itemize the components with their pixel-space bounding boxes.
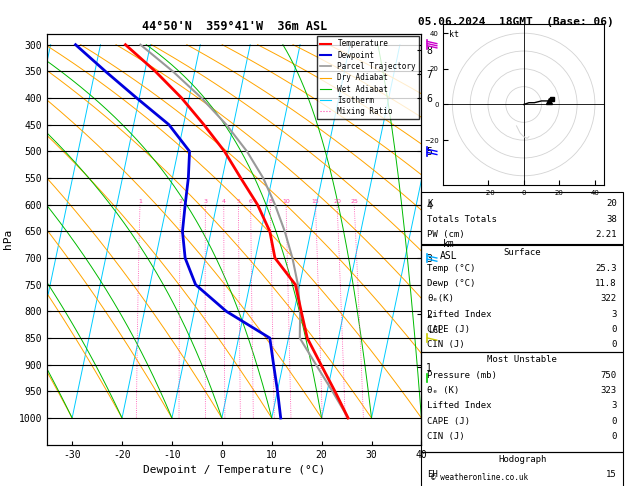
Text: 2: 2	[179, 199, 182, 204]
Bar	[421, 245, 623, 352]
Text: 05.06.2024  18GMT  (Base: 06): 05.06.2024 18GMT (Base: 06)	[418, 17, 614, 27]
Text: 0: 0	[611, 417, 616, 426]
Text: 323: 323	[601, 386, 616, 395]
Text: 5: 5	[237, 199, 240, 204]
Title: 44°50'N  359°41'W  36m ASL: 44°50'N 359°41'W 36m ASL	[142, 20, 327, 33]
Bar	[421, 352, 623, 452]
Text: 3: 3	[203, 199, 208, 204]
Y-axis label: km
ASL: km ASL	[440, 240, 458, 261]
Text: θₑ(K): θₑ(K)	[428, 295, 454, 303]
Text: Lifted Index: Lifted Index	[428, 401, 492, 410]
Text: θₑ (K): θₑ (K)	[428, 386, 460, 395]
Bar	[421, 452, 623, 486]
Text: 25: 25	[350, 199, 358, 204]
Text: CIN (J): CIN (J)	[428, 340, 465, 349]
Bar	[421, 192, 623, 244]
Text: Dewp (°C): Dewp (°C)	[428, 279, 476, 288]
Text: 6: 6	[248, 199, 253, 204]
Text: 20: 20	[606, 199, 616, 208]
Text: Temp (°C): Temp (°C)	[428, 264, 476, 273]
Text: Totals Totals: Totals Totals	[428, 214, 498, 224]
Text: Lifted Index: Lifted Index	[428, 310, 492, 319]
Text: 3: 3	[611, 401, 616, 410]
Text: © weatheronline.co.uk: © weatheronline.co.uk	[431, 473, 528, 482]
Text: Surface: Surface	[503, 248, 541, 258]
Text: Hodograph: Hodograph	[498, 455, 546, 464]
Text: 322: 322	[601, 295, 616, 303]
Text: 8: 8	[269, 199, 272, 204]
Text: Pressure (mb): Pressure (mb)	[428, 371, 498, 380]
Text: 20: 20	[333, 199, 341, 204]
Text: 15: 15	[311, 199, 320, 204]
X-axis label: Dewpoint / Temperature (°C): Dewpoint / Temperature (°C)	[143, 465, 325, 475]
Text: Most Unstable: Most Unstable	[487, 355, 557, 364]
Text: K: K	[428, 199, 433, 208]
Text: 15: 15	[606, 470, 616, 480]
Text: CAPE (J): CAPE (J)	[428, 417, 470, 426]
Text: 0: 0	[611, 340, 616, 349]
Text: 38: 38	[606, 214, 616, 224]
Text: EH: EH	[428, 470, 438, 480]
Text: PW (cm): PW (cm)	[428, 230, 465, 239]
Text: 4: 4	[222, 199, 226, 204]
Text: LCL: LCL	[428, 326, 443, 334]
Text: 10: 10	[282, 199, 290, 204]
Text: 11.8: 11.8	[595, 279, 616, 288]
Text: 25.3: 25.3	[595, 264, 616, 273]
Text: 750: 750	[601, 371, 616, 380]
Text: CIN (J): CIN (J)	[428, 432, 465, 441]
Text: kt: kt	[449, 30, 459, 39]
Y-axis label: hPa: hPa	[3, 229, 13, 249]
Text: 2.21: 2.21	[595, 230, 616, 239]
Text: CAPE (J): CAPE (J)	[428, 325, 470, 334]
Legend: Temperature, Dewpoint, Parcel Trajectory, Dry Adiabat, Wet Adiabat, Isotherm, Mi: Temperature, Dewpoint, Parcel Trajectory…	[317, 36, 419, 119]
Text: 0: 0	[611, 325, 616, 334]
Text: 1: 1	[138, 199, 142, 204]
Text: 0: 0	[611, 432, 616, 441]
Text: 3: 3	[611, 310, 616, 319]
